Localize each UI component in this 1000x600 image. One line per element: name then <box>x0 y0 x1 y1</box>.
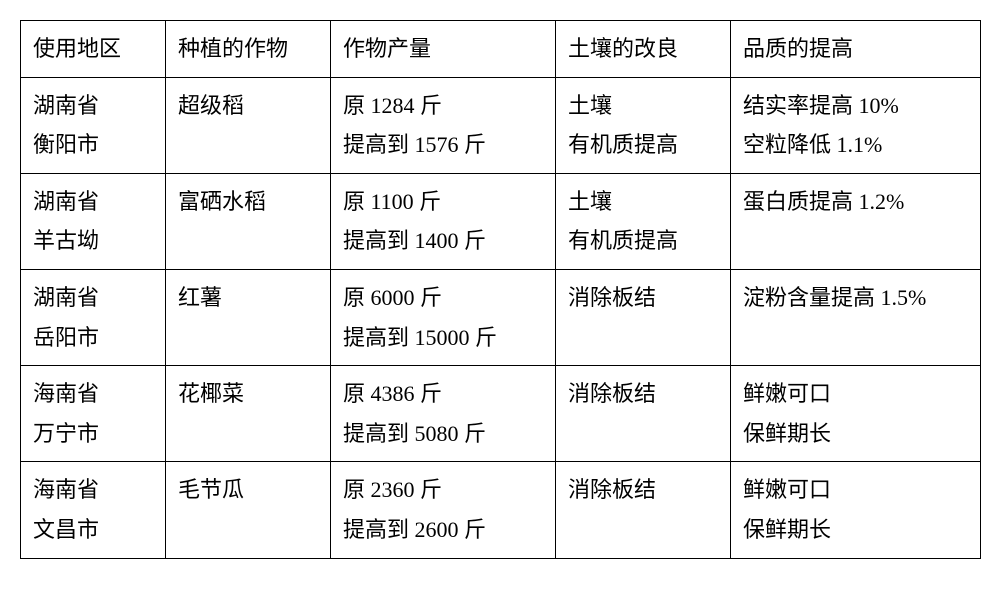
region-line2: 衡阳市 <box>33 125 153 165</box>
cell-region: 湖南省 岳阳市 <box>21 269 166 365</box>
cell-crop: 富硒水稻 <box>166 173 331 269</box>
cell-quality: 鲜嫩可口 保鲜期长 <box>731 462 981 558</box>
yield-line1: 原 1284 斤 <box>343 86 543 126</box>
cell-crop: 花椰菜 <box>166 366 331 462</box>
yield-line2: 提高到 5080 斤 <box>343 414 543 454</box>
yield-line1: 原 1100 斤 <box>343 182 543 222</box>
cell-crop: 超级稻 <box>166 77 331 173</box>
quality-line2: 保鲜期长 <box>743 510 968 550</box>
soil-line1: 消除板结 <box>568 470 718 510</box>
quality-line1: 鲜嫩可口 <box>743 470 968 510</box>
cell-region: 湖南省 羊古坳 <box>21 173 166 269</box>
quality-line1: 淀粉含量提高 1.5% <box>743 278 968 318</box>
region-line1: 湖南省 <box>33 182 153 222</box>
header-quality: 品质的提高 <box>731 21 981 78</box>
cell-soil: 土壤 有机质提高 <box>556 77 731 173</box>
region-line2: 文昌市 <box>33 510 153 550</box>
cell-soil: 消除板结 <box>556 269 731 365</box>
yield-line2: 提高到 1400 斤 <box>343 221 543 261</box>
soil-line2: 有机质提高 <box>568 125 718 165</box>
quality-line1: 蛋白质提高 1.2% <box>743 182 968 222</box>
soil-line1: 土壤 <box>568 86 718 126</box>
region-line1: 海南省 <box>33 470 153 510</box>
cell-yield: 原 1100 斤 提高到 1400 斤 <box>331 173 556 269</box>
yield-line1: 原 2360 斤 <box>343 470 543 510</box>
quality-line1: 鲜嫩可口 <box>743 374 968 414</box>
cell-yield: 原 2360 斤 提高到 2600 斤 <box>331 462 556 558</box>
yield-line1: 原 6000 斤 <box>343 278 543 318</box>
region-line1: 海南省 <box>33 374 153 414</box>
soil-line2: 有机质提高 <box>568 221 718 261</box>
quality-line1: 结实率提高 10% <box>743 86 968 126</box>
table-row: 海南省 万宁市 花椰菜 原 4386 斤 提高到 5080 斤 消除板结 鲜嫩可… <box>21 366 981 462</box>
cell-quality: 鲜嫩可口 保鲜期长 <box>731 366 981 462</box>
quality-line2: 保鲜期长 <box>743 414 968 454</box>
cell-soil: 消除板结 <box>556 462 731 558</box>
cell-quality: 淀粉含量提高 1.5% <box>731 269 981 365</box>
cell-quality: 结实率提高 10% 空粒降低 1.1% <box>731 77 981 173</box>
table-row: 湖南省 衡阳市 超级稻 原 1284 斤 提高到 1576 斤 土壤 有机质提高… <box>21 77 981 173</box>
table-row: 湖南省 羊古坳 富硒水稻 原 1100 斤 提高到 1400 斤 土壤 有机质提… <box>21 173 981 269</box>
cell-quality: 蛋白质提高 1.2% <box>731 173 981 269</box>
soil-line1: 土壤 <box>568 182 718 222</box>
yield-line2: 提高到 15000 斤 <box>343 318 543 358</box>
cell-region: 湖南省 衡阳市 <box>21 77 166 173</box>
yield-line2: 提高到 2600 斤 <box>343 510 543 550</box>
region-line1: 湖南省 <box>33 278 153 318</box>
table-header-row: 使用地区 种植的作物 作物产量 土壤的改良 品质的提高 <box>21 21 981 78</box>
region-line2: 羊古坳 <box>33 221 153 261</box>
soil-line1: 消除板结 <box>568 278 718 318</box>
table-row: 海南省 文昌市 毛节瓜 原 2360 斤 提高到 2600 斤 消除板结 鲜嫩可… <box>21 462 981 558</box>
header-soil: 土壤的改良 <box>556 21 731 78</box>
cell-yield: 原 4386 斤 提高到 5080 斤 <box>331 366 556 462</box>
cell-region: 海南省 文昌市 <box>21 462 166 558</box>
cell-crop: 红薯 <box>166 269 331 365</box>
region-line1: 湖南省 <box>33 86 153 126</box>
header-region: 使用地区 <box>21 21 166 78</box>
cell-crop: 毛节瓜 <box>166 462 331 558</box>
yield-line1: 原 4386 斤 <box>343 374 543 414</box>
region-line2: 万宁市 <box>33 414 153 454</box>
cell-region: 海南省 万宁市 <box>21 366 166 462</box>
header-crop: 种植的作物 <box>166 21 331 78</box>
cell-yield: 原 6000 斤 提高到 15000 斤 <box>331 269 556 365</box>
cell-soil: 消除板结 <box>556 366 731 462</box>
cell-yield: 原 1284 斤 提高到 1576 斤 <box>331 77 556 173</box>
cell-soil: 土壤 有机质提高 <box>556 173 731 269</box>
agriculture-data-table: 使用地区 种植的作物 作物产量 土壤的改良 品质的提高 湖南省 衡阳市 超级稻 … <box>20 20 981 559</box>
table-row: 湖南省 岳阳市 红薯 原 6000 斤 提高到 15000 斤 消除板结 淀粉含… <box>21 269 981 365</box>
yield-line2: 提高到 1576 斤 <box>343 125 543 165</box>
soil-line1: 消除板结 <box>568 374 718 414</box>
quality-line2: 空粒降低 1.1% <box>743 125 968 165</box>
header-yield: 作物产量 <box>331 21 556 78</box>
region-line2: 岳阳市 <box>33 318 153 358</box>
